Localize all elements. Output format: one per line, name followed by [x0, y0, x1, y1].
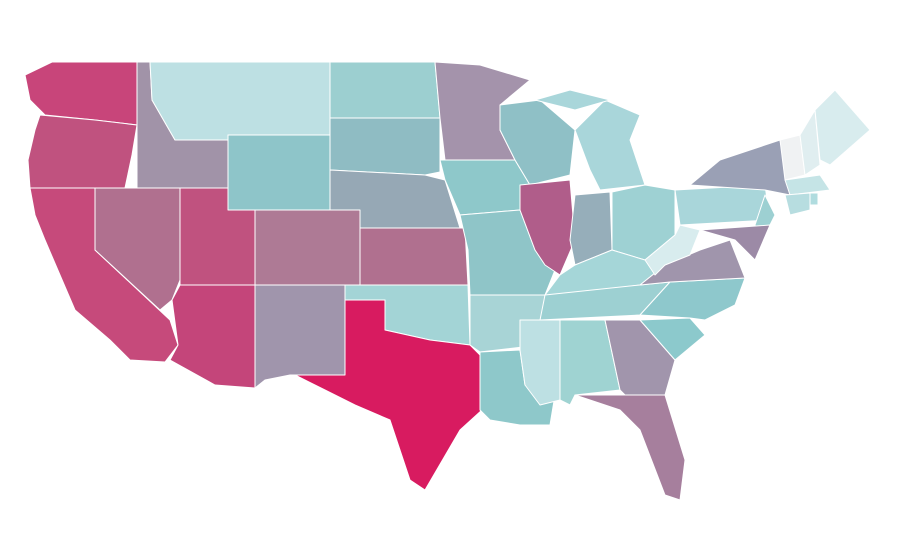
state-region [639, 317, 706, 361]
state-region [359, 227, 469, 286]
state-region [814, 89, 871, 166]
state-region [254, 209, 361, 286]
state-region [574, 99, 646, 191]
state-region [534, 89, 611, 111]
state-region [809, 192, 819, 206]
state-region [644, 224, 701, 276]
state-region [149, 61, 331, 141]
state-region [499, 99, 576, 186]
state-region [329, 61, 441, 119]
state-region [784, 174, 831, 196]
state-region [784, 192, 811, 216]
state-region [27, 114, 138, 189]
state-region [227, 134, 331, 211]
state-region [294, 299, 483, 491]
state-region [519, 179, 576, 276]
state-region [574, 394, 686, 501]
state-region [799, 109, 821, 176]
state-region [674, 184, 771, 226]
state-region [329, 117, 441, 176]
state-region [254, 284, 346, 389]
state-region [169, 284, 256, 389]
state-region [699, 224, 771, 261]
state-region [689, 139, 791, 196]
